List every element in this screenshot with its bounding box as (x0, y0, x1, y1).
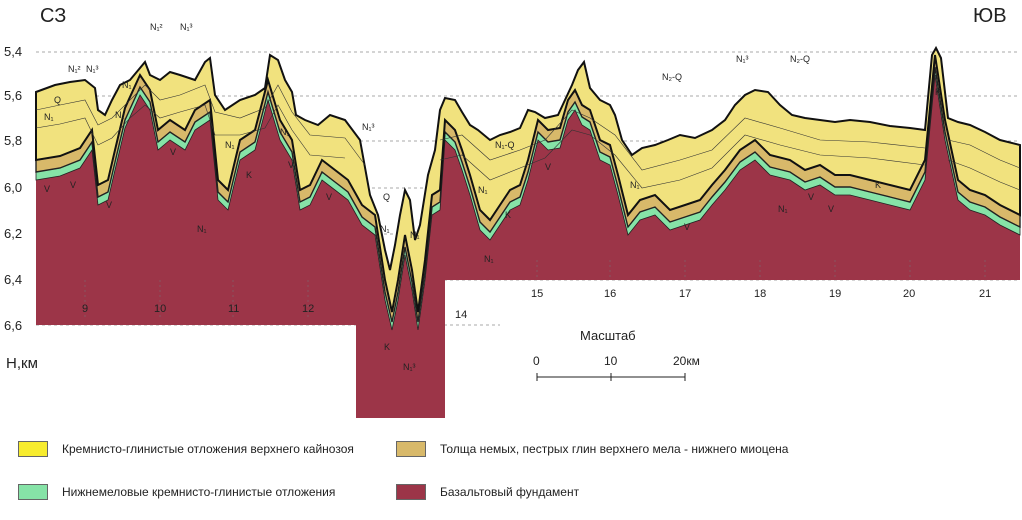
station-number: 20 (903, 288, 915, 300)
strata-label: V (44, 184, 50, 194)
station-number: 11 (228, 303, 239, 315)
legend-item-lower-cretaceous: Нижнемеловые кремнисто-глинистые отложен… (18, 484, 335, 500)
station-guides (84, 260, 986, 320)
strata-label: N₁ (280, 127, 290, 137)
strata-label: V (288, 160, 294, 170)
legend-label-clay: Толща немых, пестрых глин верхнего мела … (440, 442, 789, 456)
strata-label: V (170, 147, 176, 157)
upper-cenozoic-sediments (35, 45, 1021, 313)
strata-label: Q (383, 192, 390, 202)
legend-swatch-lower-cretaceous (18, 484, 48, 500)
strata-label: N₁³ (180, 22, 193, 32)
depth-tick: 6,0 (4, 180, 22, 195)
strata-label: N₁ (122, 80, 132, 90)
scale-bar: Масштаб 0 10 20км (533, 328, 700, 381)
strata-label: N₁ (484, 254, 494, 264)
strata-label: N₁ (197, 224, 207, 234)
scale-bar-title: Масштаб (580, 328, 636, 343)
basalt-basement (36, 75, 1020, 418)
depth-tick: 5,6 (4, 88, 22, 103)
strata-label: K (246, 170, 252, 180)
legend-swatch-cenozoic (18, 441, 48, 457)
station-number: 21 (979, 288, 991, 300)
legend-item-cenozoic: Кремнисто-глинистые отложения верхнего к… (18, 441, 354, 457)
station-number: 14 (455, 309, 467, 321)
legend-item-clay: Толща немых, пестрых глин верхнего мела … (396, 441, 788, 457)
strata-label: N₁ (778, 204, 788, 214)
strata-label: Q (54, 95, 61, 105)
legend-label-basement: Базальтовый фундамент (440, 485, 580, 499)
strata-label: N₁² (150, 22, 163, 32)
strata-label: N₁ (115, 110, 125, 120)
strata-label: N₁³ (86, 64, 99, 74)
strata-label: N₁ (410, 230, 420, 240)
station-numbers: 9 10 11 12 14 15 16 17 18 19 20 21 (82, 288, 991, 321)
strata-label: N₂-Q (662, 72, 682, 82)
depth-tick: 6,4 (4, 272, 22, 287)
strata-label: K (384, 342, 390, 352)
strata-label: K (875, 180, 881, 190)
corner-label-nw: СЗ (40, 5, 66, 27)
strata-label: V (70, 180, 76, 190)
legend-swatch-basement (396, 484, 426, 500)
internal-bedding-lines (35, 84, 1021, 191)
strata-label: N₁ (478, 185, 488, 195)
strata-label: N₂-Q (790, 54, 810, 64)
strata-label: V (808, 192, 814, 202)
strata-label: V (326, 192, 332, 202)
scale-bar-label: 10 (604, 354, 618, 368)
station-number: 12 (302, 303, 314, 315)
strata-label: N₁² (68, 64, 81, 74)
station-number: 15 (531, 288, 543, 300)
geologic-cross-section: СЗ ЮВ 5,4 5,6 5,8 6,0 6,2 6,4 6,6 Н,км 9… (4, 5, 1021, 418)
depth-tick: 5,8 (4, 133, 22, 148)
legend-label-lower-cretaceous: Нижнемеловые кремнисто-глинистые отложен… (62, 485, 336, 499)
station-number: 16 (604, 288, 616, 300)
station-number: 17 (679, 288, 691, 300)
station-number: 10 (154, 303, 166, 315)
strata-label: N₁³ (403, 362, 416, 372)
strata-label: N₁ (630, 180, 640, 190)
station-number: 19 (829, 288, 841, 300)
station-number: 18 (754, 288, 766, 300)
legend-swatch-clay (396, 441, 426, 457)
strata-label: N₁ (380, 224, 390, 234)
depth-tick: 6,6 (4, 318, 22, 333)
strata-label: N₁-Q (495, 140, 515, 150)
strata-label: N₁ (225, 140, 235, 150)
strata-label: N₁ (44, 112, 54, 122)
legend-item-basement: Базальтовый фундамент (396, 484, 579, 500)
strata-labels: N₁² N₁³ N₁² N₁³ N₁ Q N₁ N₁ N₁ N₁ N₁³ N₁ … (44, 22, 941, 372)
strata-label: V (684, 222, 690, 232)
depth-axis: 5,4 5,6 5,8 6,0 6,2 6,4 6,6 (4, 44, 22, 333)
strata-label: K (505, 210, 511, 220)
strata-label: K (935, 87, 941, 97)
strata-label: N₁³ (362, 122, 375, 132)
depth-tick: 6,2 (4, 226, 22, 241)
strata-label: V (545, 162, 551, 172)
station-number: 9 (82, 303, 88, 315)
scale-bar-label: 0 (533, 354, 540, 368)
strata-label: V (106, 200, 112, 210)
strata-label: V (828, 204, 834, 214)
depth-axis-title: Н,км (6, 355, 38, 372)
depth-tick: 5,4 (4, 44, 22, 59)
scale-bar-label: 20км (673, 354, 700, 368)
legend-label-cenozoic: Кремнисто-глинистые отложения верхнего к… (62, 442, 354, 456)
corner-label-se: ЮВ (973, 5, 1007, 27)
strata-label: N₁³ (736, 54, 749, 64)
